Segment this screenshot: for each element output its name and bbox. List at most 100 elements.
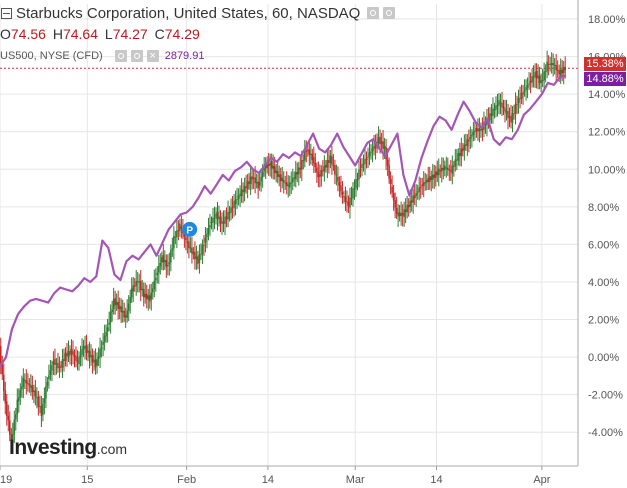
candle-body	[212, 217, 214, 223]
candle-body	[22, 377, 25, 387]
y-tick-label: 8.00%	[588, 202, 619, 214]
candle-body	[263, 168, 265, 172]
candle-body	[4, 390, 7, 404]
candle-body	[70, 348, 73, 355]
candle-body	[425, 180, 428, 183]
high-value: 74.64	[62, 26, 98, 42]
candle-body	[340, 185, 342, 192]
candle-body	[427, 177, 430, 183]
candle-body	[230, 207, 232, 213]
candle-body	[266, 163, 268, 169]
candle-body	[177, 230, 180, 232]
candle-body	[529, 80, 532, 83]
settings-icon[interactable]	[383, 7, 396, 19]
candle-body	[346, 201, 348, 203]
candle-body	[364, 158, 366, 165]
candle-body	[102, 341, 104, 345]
candle-body	[505, 110, 508, 114]
candle-body	[69, 350, 71, 355]
candle-body	[176, 230, 178, 238]
candle-body	[504, 108, 506, 112]
candle-body	[64, 352, 67, 361]
compare-legend: US500, NYSE (CFD) 2879.91	[0, 50, 204, 62]
candle-body	[440, 167, 443, 172]
settings-icon[interactable]	[367, 7, 380, 19]
candle-body	[281, 178, 284, 182]
settings-icon[interactable]	[114, 50, 127, 62]
candle-body	[338, 181, 341, 186]
open-label: O	[0, 26, 11, 42]
candle-body	[296, 172, 299, 175]
candle-body	[240, 189, 243, 197]
logo-main: Investing	[9, 436, 97, 459]
candle-body	[456, 159, 458, 161]
candle-body	[514, 103, 517, 114]
candle-body	[388, 165, 390, 179]
candle-body	[216, 211, 219, 220]
marker-label: P	[186, 225, 193, 236]
chart-title: Starbucks Corporation, United States, 60…	[16, 4, 361, 22]
candle-body	[358, 169, 360, 180]
candle-body	[224, 216, 226, 224]
candle-body	[534, 72, 536, 78]
candle-body	[459, 153, 461, 156]
candle-body	[251, 176, 253, 180]
candle-body	[334, 165, 336, 175]
candle-body	[114, 298, 116, 306]
candle-body	[326, 160, 329, 168]
candle-body	[171, 248, 174, 251]
candle-body	[398, 212, 401, 217]
candle-body	[2, 374, 5, 392]
candle-body	[198, 254, 201, 264]
candle-body	[130, 288, 133, 298]
candle-body	[191, 247, 193, 254]
candle-body	[412, 195, 414, 203]
candle-body	[148, 295, 151, 302]
collapse-icon[interactable]	[1, 7, 12, 19]
candle-body	[561, 69, 563, 74]
marker-circle	[182, 221, 198, 237]
candle-body	[157, 265, 160, 273]
candle-body	[201, 244, 204, 255]
candle-body	[376, 141, 378, 144]
candle-body	[121, 311, 124, 313]
y-tick-label: 12.00%	[588, 127, 626, 139]
candle-body	[450, 170, 452, 172]
candle-body	[124, 315, 127, 318]
candle-body	[325, 164, 327, 168]
candle-body	[88, 350, 91, 358]
candle-body	[194, 251, 196, 260]
candle-body	[105, 331, 107, 337]
candle-body	[434, 171, 437, 178]
candle-body	[538, 75, 541, 84]
candle-body	[269, 162, 271, 166]
candle-body	[33, 390, 35, 392]
settings-icon[interactable]	[130, 50, 143, 62]
candle-body	[108, 322, 110, 325]
close-icon[interactable]	[146, 50, 159, 62]
candle-body	[436, 171, 439, 176]
candle-body	[142, 289, 145, 298]
candle-body	[349, 197, 351, 208]
candle-body	[451, 165, 454, 174]
event-marker[interactable]: P	[182, 221, 198, 237]
candle-body	[379, 136, 381, 145]
candle-body	[439, 170, 442, 172]
candle-body	[60, 365, 62, 368]
candle-body	[331, 156, 333, 165]
candle-body	[284, 182, 287, 184]
candle-body	[34, 390, 37, 397]
candle-body	[67, 351, 70, 357]
candle-body	[510, 116, 512, 123]
candle-body	[552, 62, 554, 66]
candle-body	[370, 151, 372, 153]
candle-body	[465, 144, 467, 146]
candle-body	[120, 306, 122, 313]
candle-body	[525, 87, 527, 91]
candle-body	[159, 262, 162, 267]
primary-price-tag: 15.38%	[584, 57, 626, 71]
candle-body	[228, 212, 231, 214]
candle-body	[501, 103, 503, 108]
candle-body	[236, 199, 238, 201]
